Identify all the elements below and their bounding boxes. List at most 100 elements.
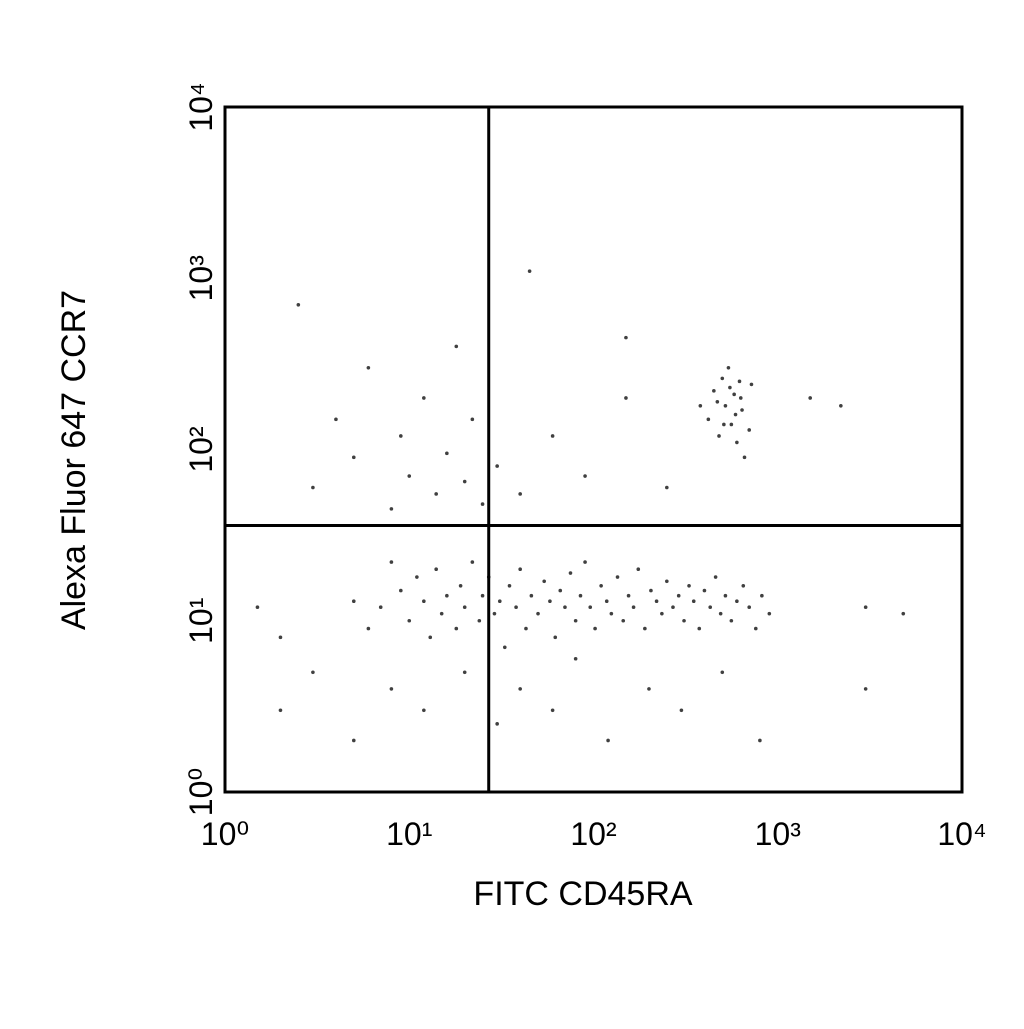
- dot: [606, 738, 610, 743]
- dot: [749, 382, 754, 387]
- dot: [311, 670, 315, 675]
- dot: [697, 626, 702, 631]
- dot: [495, 722, 499, 726]
- dot: [311, 485, 315, 490]
- dot: [445, 593, 449, 598]
- dot: [839, 403, 843, 408]
- dot: [480, 593, 485, 598]
- dot: [682, 618, 686, 623]
- dot: [428, 635, 433, 640]
- dot: [717, 434, 721, 438]
- dot: [445, 451, 449, 456]
- dot: [524, 626, 528, 631]
- dot: [729, 618, 734, 623]
- dot: [507, 583, 512, 588]
- dot: [733, 412, 738, 417]
- dot: [631, 605, 636, 609]
- dot: [687, 583, 691, 588]
- dot: [334, 417, 338, 422]
- dot: [758, 738, 762, 743]
- dot: [518, 567, 522, 571]
- dot: [518, 687, 522, 691]
- dot: [518, 492, 522, 496]
- dot: [366, 365, 371, 370]
- dot: [502, 645, 507, 650]
- dot: [808, 396, 812, 400]
- dot: [454, 626, 459, 631]
- dot: [470, 417, 475, 422]
- dot: [542, 579, 546, 584]
- dot: [462, 670, 467, 675]
- dot: [568, 571, 573, 575]
- dot: [434, 492, 438, 496]
- dot: [573, 656, 578, 661]
- dot: [712, 389, 716, 393]
- dot: [738, 396, 743, 400]
- dot: [691, 599, 696, 604]
- dot: [726, 365, 731, 370]
- dot: [553, 635, 558, 640]
- dot: [665, 485, 669, 490]
- dot: [708, 605, 713, 609]
- dot: [715, 399, 720, 404]
- dot: [636, 567, 641, 571]
- dot: [728, 385, 732, 390]
- dot: [351, 599, 356, 604]
- dot: [548, 599, 552, 604]
- dot: [702, 588, 707, 593]
- dot: [665, 579, 669, 584]
- dot: [901, 611, 906, 616]
- y-tick-label: 10⁰: [183, 768, 219, 816]
- dot: [643, 626, 647, 631]
- dot: [462, 605, 467, 609]
- dot: [863, 687, 868, 691]
- dot: [722, 422, 726, 427]
- dot: [558, 588, 563, 593]
- dot: [529, 593, 534, 598]
- dot: [458, 583, 463, 588]
- dot: [599, 583, 603, 588]
- dot: [626, 593, 631, 598]
- dot: [578, 593, 583, 598]
- x-tick-label: 10⁴: [937, 816, 986, 852]
- dot: [660, 611, 664, 616]
- dot: [255, 605, 260, 609]
- x-tick-label: 10¹: [386, 816, 432, 852]
- dot: [588, 605, 593, 609]
- dot: [462, 479, 467, 484]
- dot: [439, 611, 444, 616]
- dot: [550, 708, 555, 713]
- dot: [723, 403, 728, 408]
- dot: [399, 434, 403, 438]
- y-tick-label: 10³: [183, 255, 219, 302]
- dot: [514, 605, 518, 609]
- dot: [723, 593, 728, 598]
- dot: [718, 611, 723, 616]
- dot: [550, 434, 555, 438]
- dot: [434, 567, 438, 571]
- dot: [296, 302, 301, 307]
- dot: [495, 464, 499, 468]
- dot: [747, 428, 752, 432]
- dot: [593, 626, 597, 631]
- plot-frame: [223, 105, 964, 794]
- y-tick-label: 10⁴: [183, 82, 219, 131]
- dot: [407, 474, 412, 478]
- dot: [470, 560, 475, 564]
- dot: [729, 422, 734, 427]
- dot: [753, 626, 758, 631]
- dot: [422, 708, 426, 713]
- dot: [389, 507, 394, 511]
- dot: [863, 605, 868, 609]
- dot: [735, 440, 739, 445]
- dot: [615, 575, 620, 579]
- dot: [624, 396, 628, 400]
- dot: [583, 474, 587, 478]
- dot: [477, 618, 482, 623]
- dot: [563, 605, 567, 609]
- dot: [767, 611, 772, 616]
- dot: [604, 599, 609, 604]
- dot: [747, 605, 752, 609]
- dot: [389, 687, 394, 691]
